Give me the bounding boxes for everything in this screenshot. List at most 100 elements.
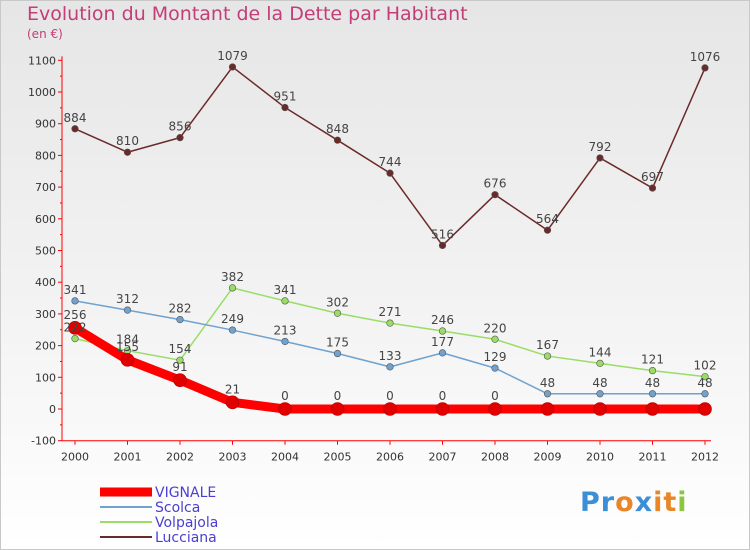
data-label-lucciana: 884 [64, 111, 87, 125]
chart-title: Evolution du Montant de la Dette par Hab… [27, 3, 468, 25]
point-volpajola [596, 359, 604, 367]
point-vignale [540, 402, 555, 416]
data-label-volpajola: 121 [641, 353, 664, 367]
data-label-vignale: 91 [172, 360, 187, 374]
data-label-scolca: 133 [379, 349, 402, 363]
point-vignale [593, 402, 607, 416]
logo-letter: x [634, 487, 654, 518]
y-tick-label: 300 [35, 308, 56, 321]
data-label-scolca: 48 [592, 376, 607, 390]
data-label-vignale: 0 [386, 389, 394, 403]
y-tick-label: -100 [31, 435, 56, 448]
x-tick-label: 2003 [219, 451, 247, 464]
data-label-scolca: 129 [484, 350, 507, 364]
data-label-lucciana: 564 [536, 212, 559, 226]
point-scolca [228, 326, 237, 334]
data-label-volpajola: 246 [431, 313, 454, 327]
point-scolca [71, 297, 79, 305]
x-tick-label: 2005 [324, 451, 352, 464]
point-scolca [176, 316, 184, 324]
point-vignale [120, 353, 135, 367]
point-volpajola [176, 356, 184, 364]
x-tick-label: 2004 [271, 451, 299, 464]
point-vignale [698, 402, 712, 416]
point-vignale [278, 402, 292, 416]
point-lucciana [123, 148, 132, 156]
data-label-volpajola: 102 [694, 359, 717, 373]
data-label-volpajola: 271 [379, 305, 402, 319]
data-label-volpajola: 184 [116, 333, 139, 347]
data-label-lucciana: 676 [484, 177, 507, 191]
chart-subtitle: (en €) [27, 27, 63, 41]
point-lucciana [701, 64, 709, 72]
point-lucciana [228, 63, 237, 71]
point-lucciana [596, 154, 604, 162]
point-scolca [123, 306, 132, 314]
x-tick-label: 2008 [481, 451, 509, 464]
y-tick-label: 900 [35, 118, 56, 131]
x-tick-label: 2007 [429, 451, 457, 464]
axes: -100010020030040050060070080090010001100… [28, 54, 719, 463]
x-tick-label: 2012 [691, 451, 719, 464]
y-tick-label: 1000 [28, 86, 56, 99]
point-vignale [645, 402, 660, 416]
point-vignale [488, 402, 502, 416]
point-scolca [333, 349, 342, 358]
legend-label-lucciana: Lucciana [155, 530, 217, 546]
data-label-lucciana: 697 [641, 170, 664, 184]
data-label-scolca: 213 [274, 323, 297, 337]
data-label-volpajola: 154 [169, 342, 192, 356]
data-label-vignale: 256 [64, 308, 87, 322]
point-volpajola [701, 373, 709, 381]
y-tick-label: 0 [49, 403, 56, 416]
x-tick-label: 2000 [61, 451, 89, 464]
point-lucciana [176, 134, 184, 142]
data-label-vignale: 0 [439, 389, 447, 403]
point-lucciana [71, 125, 79, 133]
y-tick-label: 500 [35, 245, 56, 258]
y-tick-label: 200 [35, 340, 56, 353]
data-label-lucciana: 1076 [690, 50, 721, 64]
point-volpajola [543, 352, 552, 360]
point-vignale [173, 373, 187, 387]
data-label-lucciana: 516 [431, 227, 454, 241]
point-lucciana [386, 169, 394, 177]
point-volpajola [71, 335, 79, 343]
data-label-lucciana: 744 [379, 155, 402, 169]
data-label-scolca: 312 [116, 292, 139, 306]
data-label-scolca: 48 [645, 376, 660, 390]
x-tick-label: 2011 [639, 451, 667, 464]
y-tick-label: 800 [35, 149, 56, 162]
data-label-lucciana: 792 [589, 140, 612, 154]
x-tick-label: 2006 [376, 451, 404, 464]
point-lucciana [333, 136, 342, 144]
data-label-scolca: 175 [326, 336, 349, 350]
data-label-volpajola: 167 [536, 338, 559, 352]
logo-letter: i [653, 487, 664, 518]
data-label-volpajola: 341 [274, 283, 297, 297]
x-tick-label: 2010 [586, 451, 614, 464]
data-label-volpajola: 302 [326, 295, 349, 309]
data-label-volpajola: 382 [221, 270, 244, 284]
point-lucciana [281, 103, 289, 112]
logo-letter: o [615, 487, 635, 518]
data-label-scolca: 177 [431, 335, 454, 349]
x-tick-label: 2002 [166, 451, 194, 464]
point-volpajola [333, 309, 342, 317]
point-lucciana [491, 191, 499, 199]
data-label-vignale: 0 [281, 389, 289, 403]
logo-letter: i [677, 487, 688, 518]
data-label-scolca: 48 [697, 376, 712, 390]
y-tick-label: 700 [35, 181, 56, 194]
point-lucciana [543, 226, 552, 234]
series-lines [68, 63, 712, 416]
data-labels: 256 155 91 21 0 0 0 0 0 341 312 282 249 213 175 133 177 1… [64, 49, 721, 403]
point-volpajola [281, 297, 289, 305]
data-label-volpajola: 144 [589, 345, 612, 359]
proxiti-logo: Proxiti [580, 487, 688, 518]
x-tick-label: 2001 [114, 451, 142, 464]
data-label-vignale: 155 [116, 340, 139, 354]
